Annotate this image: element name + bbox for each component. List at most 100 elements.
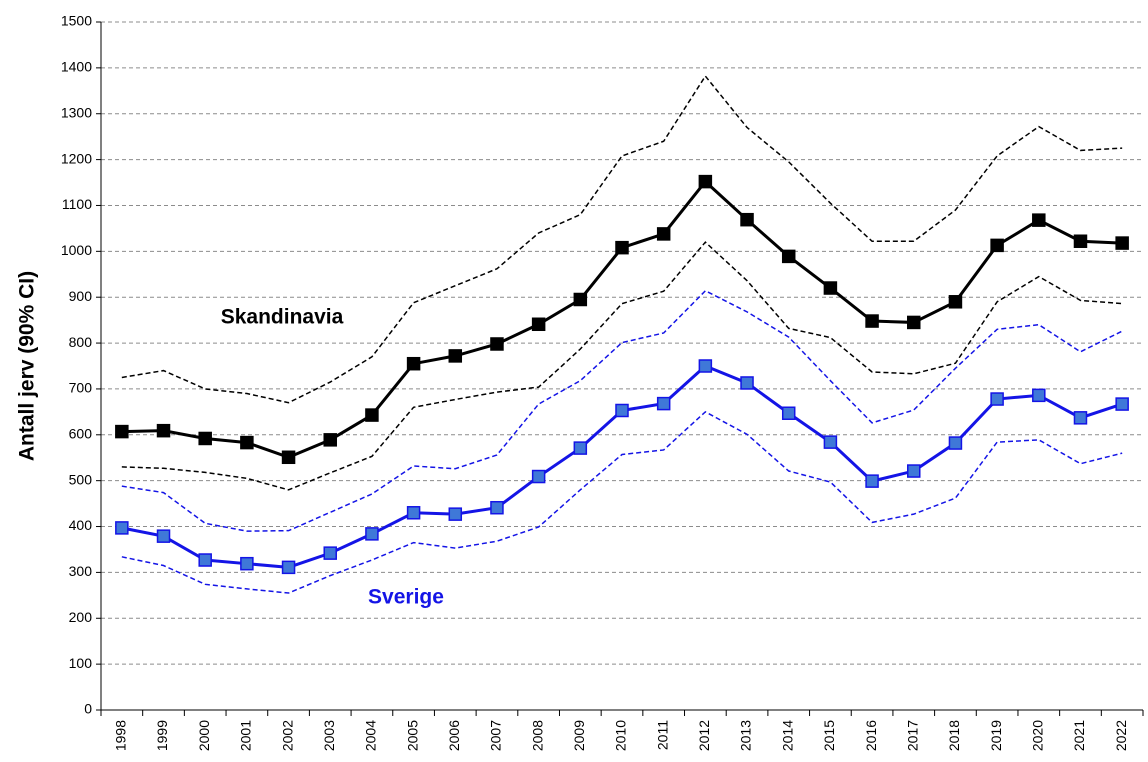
marker bbox=[698, 359, 713, 373]
x-tick-label: 2014 bbox=[779, 720, 795, 751]
marker bbox=[115, 424, 129, 439]
marker bbox=[281, 560, 296, 575]
x-tick-label: 2015 bbox=[821, 720, 837, 751]
marker bbox=[281, 450, 296, 465]
marker bbox=[573, 292, 588, 307]
marker bbox=[698, 174, 713, 189]
x-tick-label: 2010 bbox=[613, 720, 629, 751]
marker bbox=[156, 529, 171, 543]
y-tick-label: 0 bbox=[84, 701, 92, 717]
marker bbox=[531, 317, 546, 332]
marker bbox=[531, 469, 546, 484]
y-tick-label: 100 bbox=[69, 655, 93, 671]
marker bbox=[1115, 397, 1129, 411]
marker bbox=[990, 238, 1004, 253]
x-tick-label: 2000 bbox=[196, 720, 212, 751]
y-tick-label: 400 bbox=[69, 517, 93, 533]
marker bbox=[948, 295, 963, 309]
marker bbox=[198, 431, 212, 446]
ci-upper-line bbox=[121, 289, 1123, 532]
x-tick-label: 2016 bbox=[863, 720, 879, 751]
x-tick-label: 2018 bbox=[946, 720, 962, 751]
y-tick-label: 200 bbox=[69, 609, 93, 625]
marker bbox=[990, 392, 1004, 406]
marker bbox=[448, 507, 463, 521]
x-tick-label: 2004 bbox=[363, 720, 379, 751]
marker bbox=[573, 441, 588, 455]
marker bbox=[406, 506, 421, 520]
marker bbox=[115, 521, 129, 535]
marker bbox=[1032, 213, 1046, 227]
marker bbox=[1032, 388, 1046, 403]
y-tick-label: 1500 bbox=[61, 13, 92, 29]
y-tick-label: 600 bbox=[69, 426, 93, 442]
y-tick-label: 1200 bbox=[61, 150, 92, 166]
series-line bbox=[121, 364, 1123, 569]
y-tick-label: 900 bbox=[69, 288, 93, 304]
x-tick-label: 2005 bbox=[404, 720, 420, 751]
x-tick-label: 2019 bbox=[988, 720, 1004, 751]
marker bbox=[615, 240, 629, 255]
marker bbox=[406, 356, 421, 371]
x-tick-label: 2022 bbox=[1113, 720, 1129, 751]
marker bbox=[823, 435, 838, 449]
y-tick-label: 1100 bbox=[62, 196, 92, 212]
y-tick-label: 1300 bbox=[61, 104, 92, 120]
x-tick-label: 1998 bbox=[113, 720, 129, 751]
marker bbox=[656, 227, 671, 241]
marker bbox=[781, 249, 796, 264]
marker bbox=[490, 500, 504, 515]
y-tick-label: 300 bbox=[69, 563, 93, 579]
x-tick-label: 2012 bbox=[696, 720, 712, 751]
ci-lower-line bbox=[121, 241, 1123, 491]
x-tick-label: 2002 bbox=[279, 720, 295, 751]
x-tick-label: 1999 bbox=[154, 720, 170, 751]
y-tick-label: 700 bbox=[69, 380, 93, 396]
x-tick-label: 2013 bbox=[738, 720, 754, 751]
marker bbox=[823, 281, 838, 295]
marker bbox=[448, 349, 463, 363]
series-label: Sverige bbox=[368, 586, 444, 609]
marker bbox=[365, 527, 379, 541]
y-tick-label: 1000 bbox=[61, 242, 92, 258]
x-tick-label: 2017 bbox=[904, 720, 920, 751]
marker bbox=[156, 423, 171, 438]
marker bbox=[907, 464, 921, 478]
marker bbox=[740, 376, 754, 390]
y-tick-label: 1400 bbox=[61, 59, 92, 75]
marker bbox=[198, 553, 212, 567]
marker bbox=[781, 406, 796, 420]
marker bbox=[907, 315, 921, 330]
x-tick-label: 2008 bbox=[529, 720, 545, 751]
marker bbox=[240, 435, 254, 450]
marker bbox=[948, 436, 963, 450]
ci-upper-line bbox=[121, 74, 1123, 404]
marker bbox=[865, 314, 879, 328]
x-tick-label: 2007 bbox=[488, 720, 504, 751]
marker bbox=[365, 408, 379, 422]
marker bbox=[1073, 411, 1088, 425]
marker bbox=[865, 474, 879, 488]
marker bbox=[1073, 234, 1088, 248]
x-tick-label: 2001 bbox=[238, 720, 254, 751]
marker bbox=[490, 337, 504, 351]
x-tick-label: 2003 bbox=[321, 720, 337, 751]
x-tick-label: 2006 bbox=[446, 720, 462, 751]
ci-lower-line bbox=[121, 410, 1123, 594]
marker bbox=[240, 556, 254, 571]
y-tick-label: 500 bbox=[69, 471, 93, 487]
marker bbox=[656, 396, 671, 411]
series-label: Skandinavia bbox=[221, 306, 344, 329]
y-axis-label: Antall jerv (90% CI) bbox=[16, 271, 39, 461]
marker bbox=[740, 212, 754, 227]
marker bbox=[615, 403, 629, 418]
x-tick-label: 2020 bbox=[1030, 720, 1046, 751]
y-tick-label: 800 bbox=[69, 334, 93, 350]
x-tick-label: 2021 bbox=[1071, 720, 1087, 751]
x-tick-label: 2009 bbox=[571, 720, 587, 751]
x-tick-label: 2011 bbox=[654, 720, 670, 750]
marker bbox=[323, 433, 337, 447]
marker bbox=[323, 546, 337, 560]
marker bbox=[1115, 236, 1129, 250]
